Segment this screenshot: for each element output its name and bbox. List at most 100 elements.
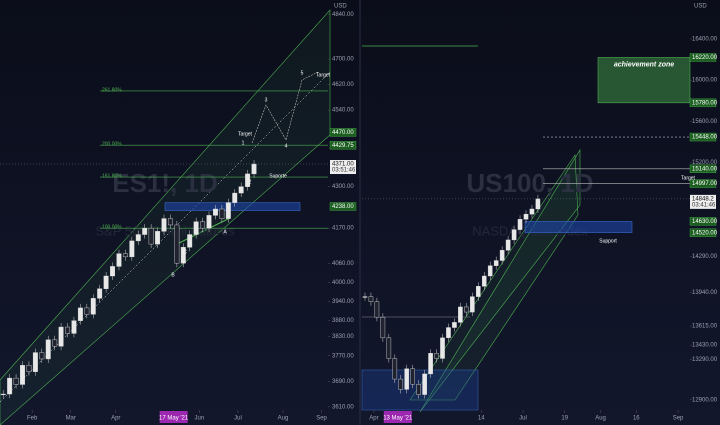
current-price: 4371.00 xyxy=(332,162,354,168)
candle xyxy=(45,339,51,360)
annotation: A xyxy=(223,229,227,235)
candle xyxy=(410,368,415,385)
candle xyxy=(511,229,517,241)
annotation: Suporte xyxy=(269,173,287,179)
y-tick-label: 3610.00 xyxy=(332,404,354,410)
annotation: 1 xyxy=(242,140,245,146)
annotation: 4 xyxy=(285,143,288,149)
candle xyxy=(238,186,244,194)
candle xyxy=(517,219,523,230)
level-label: 261.80% xyxy=(102,87,122,93)
x-tick-label: Apr xyxy=(369,416,378,422)
annotation: Target xyxy=(316,72,331,78)
countdown: 03:41:46 xyxy=(692,202,716,208)
candle xyxy=(434,353,439,359)
price-tag xyxy=(329,141,357,150)
candle xyxy=(187,234,193,248)
price-tag xyxy=(329,202,357,211)
y-tick-label: 3830.00 xyxy=(332,334,354,340)
y-tick-label: 3880.00 xyxy=(332,318,354,324)
x-tick-label: 16 xyxy=(633,416,640,422)
candle xyxy=(398,378,404,390)
current-price: 14848.2 xyxy=(692,196,714,202)
candle xyxy=(416,384,421,395)
x-tick-label: Aug xyxy=(278,416,289,422)
candle xyxy=(161,218,167,232)
annotation: Support xyxy=(599,238,617,244)
y-tick-label: 13940.00 xyxy=(692,290,718,296)
candle xyxy=(135,234,141,242)
x-tick-label: Jun xyxy=(195,416,205,422)
candle xyxy=(535,198,541,210)
candle xyxy=(493,260,499,266)
countdown: 03:51:46 xyxy=(332,168,356,174)
candle xyxy=(386,337,392,359)
candle xyxy=(505,239,511,251)
candle xyxy=(167,218,173,226)
candle xyxy=(529,208,535,215)
price-tag xyxy=(329,128,357,137)
y-tick-label: 4700.00 xyxy=(332,57,354,63)
zone xyxy=(164,202,301,211)
x-tick-label: 19 xyxy=(561,416,568,422)
candle xyxy=(200,221,206,229)
y-tick-label: 13615.00 xyxy=(692,324,718,330)
candle xyxy=(65,326,70,334)
current-tag xyxy=(330,160,356,175)
candle xyxy=(487,265,493,277)
channel-mid xyxy=(0,71,331,403)
candle xyxy=(90,298,96,315)
price-tag xyxy=(689,179,717,188)
y-tick-label: 4060.00 xyxy=(332,261,354,267)
candle xyxy=(422,373,427,395)
candle xyxy=(122,253,128,258)
x-tick-label: Sep xyxy=(316,416,327,422)
panel-es: ES1!, 1DS&P 500 E-mini FuturesUSD3610.00… xyxy=(0,4,357,423)
candle xyxy=(458,306,463,323)
level-label: 200.00% xyxy=(102,142,122,148)
candle xyxy=(212,208,218,216)
candle xyxy=(84,307,90,315)
candle xyxy=(245,173,251,187)
annotation: C xyxy=(183,249,187,255)
candle xyxy=(440,337,445,359)
candle xyxy=(7,377,13,395)
candle xyxy=(116,253,122,267)
price-tag xyxy=(689,98,717,108)
price-tag xyxy=(689,132,717,142)
candle xyxy=(374,301,380,318)
x-tick-label: Apr xyxy=(111,416,120,422)
candle xyxy=(219,208,225,219)
annotation: Target xyxy=(681,175,696,181)
candle xyxy=(523,213,529,220)
price-tag-label: 14520.00 xyxy=(692,230,718,236)
currency: USD xyxy=(694,4,707,10)
candle xyxy=(380,317,386,339)
candle xyxy=(368,296,374,302)
y-tick-label: 15200.00 xyxy=(692,160,718,166)
y-tick-label: 14290.00 xyxy=(692,254,718,260)
zone-label: achievement zone xyxy=(614,61,674,68)
price-tag xyxy=(689,53,717,62)
candle xyxy=(174,224,180,264)
y-tick-label: 4300.00 xyxy=(332,184,354,190)
candle xyxy=(193,221,199,235)
candle xyxy=(148,227,154,245)
price-tag-label: 14997.00 xyxy=(692,181,718,187)
candle xyxy=(464,306,469,313)
wave-path xyxy=(251,71,319,144)
candle xyxy=(58,326,64,347)
annotation: Target xyxy=(238,131,253,137)
candle xyxy=(26,365,32,372)
candle xyxy=(77,307,83,321)
channel-2 xyxy=(409,154,579,401)
x-tick-label: 13 May '21 xyxy=(383,416,413,422)
annotation: 3 xyxy=(265,97,268,103)
candle xyxy=(39,352,45,360)
candle xyxy=(392,358,398,380)
candle xyxy=(232,192,238,203)
y-tick-label: 4540.00 xyxy=(332,108,354,114)
annotation: 2 xyxy=(249,179,252,185)
price-tag-label: 15780.00 xyxy=(692,100,718,106)
